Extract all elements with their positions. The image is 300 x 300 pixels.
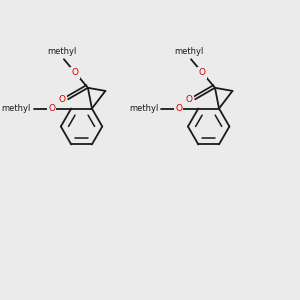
Text: methyl: methyl <box>2 104 31 113</box>
Text: O: O <box>185 95 192 104</box>
Text: methyl: methyl <box>175 47 204 56</box>
Text: O: O <box>175 104 182 113</box>
Text: methyl: methyl <box>129 104 158 113</box>
Text: O: O <box>58 95 65 104</box>
Text: O: O <box>48 104 55 113</box>
Text: O: O <box>72 68 79 77</box>
Text: O: O <box>199 68 206 77</box>
Text: methyl: methyl <box>47 47 77 56</box>
